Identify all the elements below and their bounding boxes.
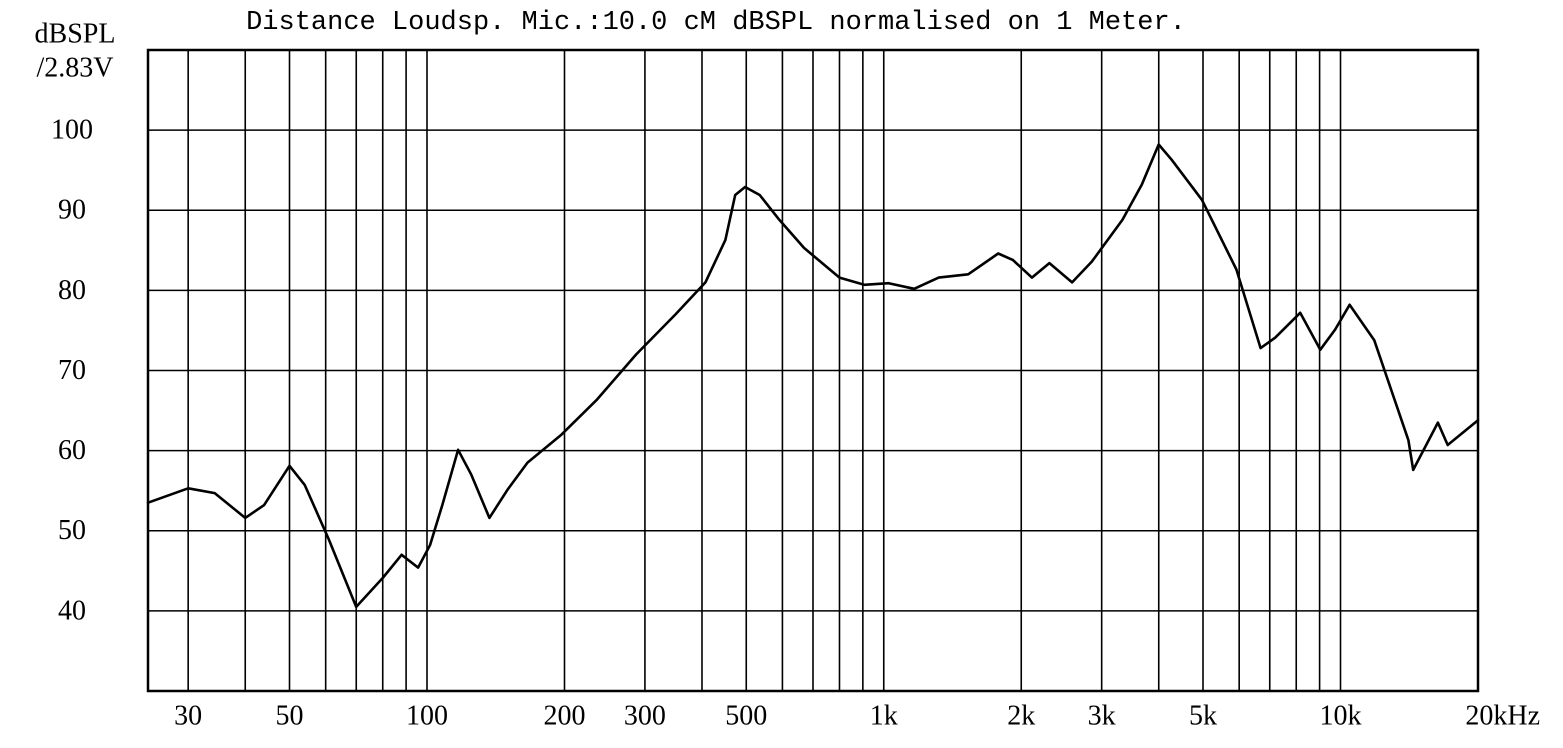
y-tick-label: 40 — [58, 595, 86, 626]
x-tick-label: 10k — [1320, 700, 1362, 731]
x-tick-label: 500 — [725, 700, 767, 731]
plot-frame — [146, 48, 1480, 693]
x-tick-label: 2k — [1007, 700, 1035, 731]
x-tick-label: 30 — [174, 700, 202, 731]
y-axis-label: /2.83V — [37, 52, 114, 83]
x-tick-label: 20kHz — [1465, 700, 1540, 731]
x-tick-label: 1k — [870, 700, 898, 731]
response-curve — [146, 143, 1480, 609]
x-tick-label: 300 — [624, 700, 666, 731]
x-tick-label: 200 — [543, 700, 585, 731]
x-tick-label: 100 — [406, 700, 448, 731]
y-tick-label: 70 — [58, 355, 86, 386]
x-tick-label: 3k — [1088, 700, 1116, 731]
y-tick-label: 100 — [51, 115, 93, 146]
y-tick-label: 60 — [58, 435, 86, 466]
chart-title: Distance Loudsp. Mic.:10.0 cM dBSPL norm… — [246, 8, 1186, 38]
y-tick-label: 50 — [58, 515, 86, 546]
y-tick-label: 80 — [58, 275, 86, 306]
y-tick-label: 90 — [58, 195, 86, 226]
x-tick-label: 5k — [1189, 700, 1217, 731]
x-tick-label: 50 — [276, 700, 304, 731]
y-axis-label: dBSPL — [35, 18, 116, 49]
